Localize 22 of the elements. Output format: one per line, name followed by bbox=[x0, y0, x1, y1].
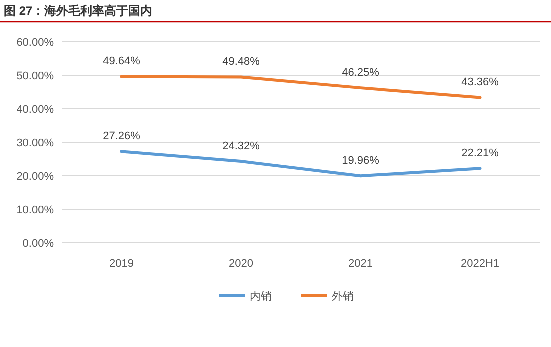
y-tick-label: 10.00% bbox=[16, 204, 54, 216]
text: 22.21% bbox=[462, 148, 499, 160]
text: 46.25% bbox=[342, 67, 380, 80]
y-tick-label: 60.00% bbox=[16, 37, 54, 49]
legend-label: 内销 bbox=[250, 290, 272, 303]
y-tick-label: 0.00% bbox=[22, 238, 54, 250]
text: 27.26% bbox=[103, 130, 140, 143]
y-tick-label: 50.00% bbox=[16, 70, 54, 82]
legend-label: 外销 bbox=[332, 291, 354, 303]
text: 43.36% bbox=[462, 76, 499, 89]
x-tick-label: 2022H1 bbox=[460, 258, 500, 270]
chart-title: 图 27：海外毛利率高于国内 bbox=[4, 4, 153, 18]
x-tick-label: 2019 bbox=[110, 258, 134, 270]
x-tick-label: 2020 bbox=[229, 258, 254, 270]
y-tick-label: 40.00% bbox=[16, 104, 54, 116]
text: 19.96% bbox=[342, 155, 380, 168]
y-tick-label: 30.00% bbox=[16, 138, 54, 150]
x-tick-label: 2021 bbox=[348, 258, 373, 270]
text: 24.32% bbox=[222, 140, 260, 153]
y-tick-label: 20.00% bbox=[16, 171, 54, 183]
text: 49.64% bbox=[103, 56, 140, 68]
text: 49.48% bbox=[222, 56, 260, 68]
